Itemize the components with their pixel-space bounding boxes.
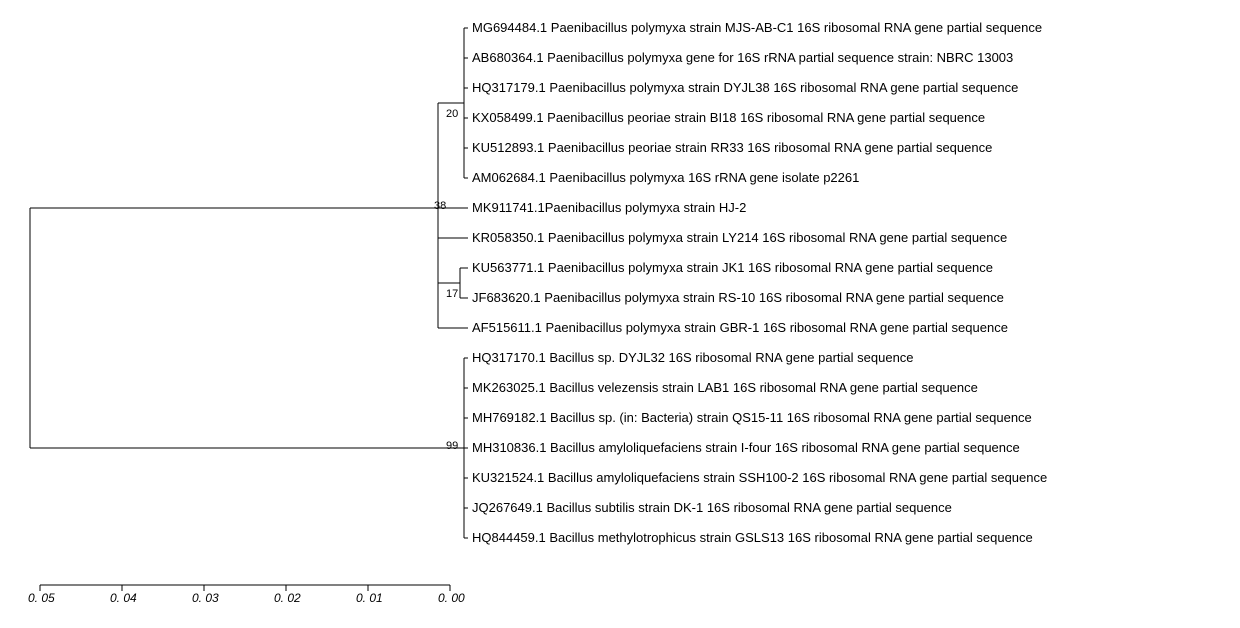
leaf-label: JF683620.1 Paenibacillus polymyxa strain… <box>472 291 1004 304</box>
bootstrap-value: 99 <box>446 441 458 452</box>
leaf-label: KU512893.1 Paenibacillus peoriae strain … <box>472 141 992 154</box>
leaf-label: KU321524.1 Bacillus amyloliquefaciens st… <box>472 471 1047 484</box>
scale-tick-label: 0. 02 <box>274 591 301 605</box>
leaf-label: MK263025.1 Bacillus velezensis strain LA… <box>472 381 978 394</box>
scale-tick-label: 0. 05 <box>28 591 55 605</box>
scale-tick-label: 0. 03 <box>192 591 219 605</box>
leaf-label: MH310836.1 Bacillus amyloliquefaciens st… <box>472 441 1020 454</box>
leaf-label: HQ317179.1 Paenibacillus polymyxa strain… <box>472 81 1018 94</box>
scale-tick-label: 0. 00 <box>438 591 465 605</box>
scale-tick-label: 0. 04 <box>110 591 137 605</box>
leaf-label: HQ317170.1 Bacillus sp. DYJL32 16S ribos… <box>472 351 914 364</box>
scale-svg <box>20 573 470 593</box>
leaf-label: KR058350.1 Paenibacillus polymyxa strain… <box>472 231 1007 244</box>
scale-tick-label: 0. 01 <box>356 591 383 605</box>
leaf-label: MH769182.1 Bacillus sp. (in: Bacteria) s… <box>472 411 1032 424</box>
leaf-label: AM062684.1 Paenibacillus polymyxa 16S rR… <box>472 171 859 184</box>
bootstrap-value: 20 <box>446 109 458 120</box>
leaf-label: JQ267649.1 Bacillus subtilis strain DK-1… <box>472 501 952 514</box>
leaf-label: AB680364.1 Paenibacillus polymyxa gene f… <box>472 51 1013 64</box>
leaf-label: KU563771.1 Paenibacillus polymyxa strain… <box>472 261 993 274</box>
leaf-label: MK911741.1Paenibacillus polymyxa strain … <box>472 201 746 214</box>
scale-bar: 0. 05 0. 04 0. 03 0. 02 0. 01 0. 00 <box>20 573 470 613</box>
phylo-tree: MG694484.1 Paenibacillus polymyxa strain… <box>10 10 1230 570</box>
leaf-label: KX058499.1 Paenibacillus peoriae strain … <box>472 111 985 124</box>
leaf-label: AF515611.1 Paenibacillus polymyxa strain… <box>472 321 1008 334</box>
bootstrap-value: 38 <box>434 201 446 212</box>
leaf-label: MG694484.1 Paenibacillus polymyxa strain… <box>472 21 1042 34</box>
bootstrap-value: 17 <box>446 289 458 300</box>
leaf-label: HQ844459.1 Bacillus methylotrophicus str… <box>472 531 1033 544</box>
